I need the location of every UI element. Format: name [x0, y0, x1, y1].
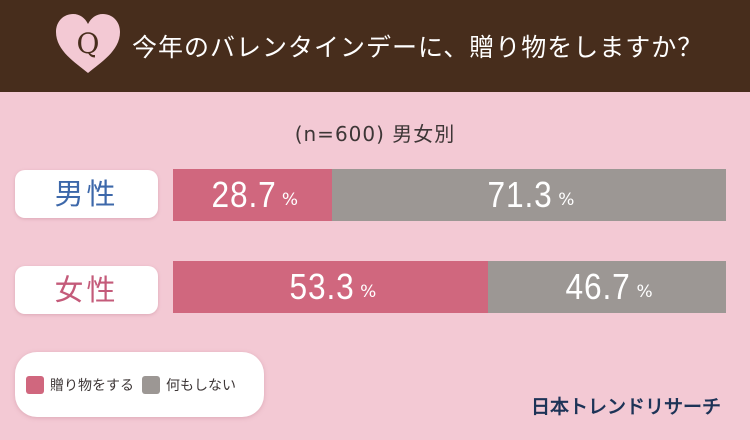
bar-segment-none: 71.3% [331, 169, 726, 221]
legend-swatch-none [142, 375, 160, 394]
bar-male: 28.7% 71.3% [173, 169, 726, 221]
legend-item-none: 何もしない [142, 375, 236, 395]
bar-female: 53.3% 46.7% [173, 261, 726, 313]
value-label: 46.7 [565, 266, 632, 307]
legend-swatch-gift [26, 375, 44, 394]
bar-segment-gift: 53.3% [173, 261, 489, 313]
percent-sign: % [558, 190, 575, 210]
legend-label: 何もしない [166, 377, 236, 394]
header-banner: Q 今年のバレンタインデーに、贈り物をしますか？ [0, 0, 750, 92]
percent-sign: % [636, 282, 653, 302]
legend-item-gift: 贈り物をする [26, 375, 134, 395]
chart-legend: 贈り物をする 何もしない [15, 352, 264, 417]
brand-logo: 日本トレンドリサーチ [531, 396, 722, 418]
percent-sign: % [281, 190, 298, 210]
bar-segment-none: 46.7% [488, 261, 726, 313]
percent-sign: % [360, 282, 377, 302]
row-label-female: 女性 [15, 266, 158, 314]
question-title: 今年のバレンタインデーに、贈り物をしますか？ [132, 33, 704, 62]
chart-subtitle: (n=600) 男女別 [294, 122, 456, 146]
value-label: 28.7 [211, 174, 277, 215]
row-label-male: 男性 [15, 170, 158, 218]
heart-q-icon: Q [56, 14, 120, 73]
value-label: 71.3 [487, 174, 553, 215]
bar-segment-gift: 28.7% [173, 169, 332, 221]
svg-text:Q: Q [77, 27, 100, 60]
value-label: 53.3 [289, 266, 355, 307]
legend-label: 贈り物をする [50, 377, 134, 394]
